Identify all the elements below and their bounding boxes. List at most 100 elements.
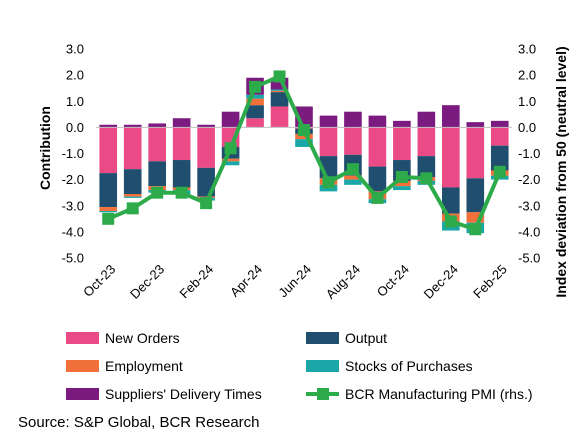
bar-new-orders-nov-24	[417, 127, 436, 157]
bar-stocks-of-purchases-mar-24	[221, 161, 240, 166]
legend-swatch-output	[306, 332, 339, 344]
bar-output-sep-24	[368, 166, 387, 192]
legend: New Orders Output Employment Stocks of Purc…	[66, 330, 533, 402]
x-tick: Dec-23	[127, 262, 167, 302]
bar-output-jan-25	[466, 178, 485, 213]
bar-stocks-of-purchases-may-24	[270, 89, 289, 91]
bar-suppliers-delivery-times-dec-23	[148, 123, 166, 128]
y-tick-left: -1.0	[62, 146, 84, 161]
bar-suppliers-delivery-times-sep-24	[368, 115, 387, 128]
source-note: Source: S&P Global, BCR Research	[18, 414, 260, 431]
bar-new-orders-feb-24	[197, 127, 215, 168]
bar-suppliers-delivery-times-oct-24	[393, 120, 411, 128]
pmi-marker-nov-23	[126, 202, 139, 215]
bar-employment-aug-24	[344, 175, 362, 180]
x-tick: Jun-24	[275, 262, 314, 301]
y-axis-title: Contribution	[37, 106, 53, 190]
pmi-marker-apr-24	[249, 80, 262, 93]
y-tick-right: 0.0	[518, 120, 536, 135]
legend-label-employment: Employment	[105, 358, 183, 374]
y-tick-right: 1.0	[518, 94, 536, 109]
bars-layer	[99, 77, 509, 234]
pmi-marker-sep-24	[371, 191, 384, 204]
bar-new-orders-jan-25	[466, 127, 485, 179]
bar-suppliers-delivery-times-mar-24	[221, 111, 240, 128]
y-tick-right: -3.0	[518, 198, 540, 213]
bar-new-orders-feb-25	[490, 127, 509, 146]
x-axis: Oct-23 Dec-23 Feb-24 Apr-24 Jun-24 Aug-24 Oct-…	[80, 262, 510, 302]
bar-output-oct-23	[99, 173, 118, 208]
y-tick-right: -5.0	[518, 251, 540, 266]
y-tick-right: 3.0	[518, 42, 536, 57]
pmi-line-layer	[102, 70, 506, 236]
bar-new-orders-may-24	[270, 106, 289, 128]
pmi-marker-dec-23	[151, 186, 164, 199]
bar-employment-nov-23	[123, 193, 142, 197]
legend-label-new-orders: New Orders	[105, 330, 180, 346]
pmi-marker-aug-24	[346, 163, 359, 176]
x-tick: Oct-24	[374, 262, 412, 300]
pmi-marker-jun-24	[298, 123, 310, 136]
bar-new-orders-dec-24	[442, 127, 460, 188]
bar-stocks-of-purchases-oct-23	[99, 210, 118, 213]
pmi-marker-jan-24	[175, 186, 188, 199]
pmi-marker-jan-25	[469, 223, 482, 236]
y-tick-left: -2.0	[62, 172, 84, 187]
y-tick-left: 0.0	[66, 120, 84, 135]
x-tick: Dec-24	[421, 262, 461, 302]
pmi-marker-feb-25	[493, 165, 506, 178]
bar-stocks-of-purchases-nov-23	[123, 196, 142, 198]
bar-new-orders-nov-23	[123, 127, 142, 170]
y-tick-left: 3.0	[66, 42, 84, 57]
bar-new-orders-aug-24	[344, 127, 362, 155]
bar-output-nov-24	[417, 156, 436, 178]
bar-new-orders-jul-24	[319, 127, 338, 157]
bar-new-orders-oct-23	[99, 127, 118, 174]
bar-employment-jun-24	[295, 133, 313, 140]
legend-label-bcr-manufacturing-pmi-rhs: BCR Manufacturing PMI (rhs.)	[345, 386, 533, 402]
y-tick-left: -4.0	[62, 224, 84, 239]
bar-output-dec-23	[148, 161, 166, 187]
bar-suppliers-delivery-times-dec-24	[442, 105, 460, 128]
pmi-marker-oct-23	[102, 212, 115, 225]
bar-suppliers-delivery-times-jul-24	[319, 115, 338, 128]
y-tick-right: -2.0	[518, 172, 540, 187]
y-tick-right: -4.0	[518, 224, 540, 239]
x-tick: Apr-24	[227, 262, 265, 300]
y-tick-left: -3.0	[62, 198, 84, 213]
bar-employment-oct-23	[99, 207, 118, 211]
y-tick-left: -5.0	[62, 251, 84, 266]
bar-new-orders-apr-24	[246, 118, 264, 128]
legend-swatch-new-orders	[66, 332, 99, 344]
pmi-marker-oct-24	[395, 171, 408, 184]
pmi-marker-mar-24	[224, 142, 237, 155]
bar-employment-apr-24	[246, 98, 264, 106]
pmi-marker-feb-24	[200, 197, 213, 210]
bar-stocks-of-purchases-oct-24	[393, 186, 411, 191]
x-tick: Oct-23	[80, 262, 118, 300]
bar-suppliers-delivery-times-may-24	[270, 77, 289, 90]
bar-output-jan-24	[172, 160, 191, 188]
bar-suppliers-delivery-times-nov-24	[417, 111, 436, 128]
bar-suppliers-delivery-times-aug-24	[344, 111, 362, 128]
y2-axis-title: Index deviation from 50 (neutral level)	[553, 46, 569, 297]
y-axis-right: 3.0 2.0 1.0 0.0 -1.0 -2.0 -3.0 -4.0 -5.0	[518, 42, 540, 266]
pmi-marker-dec-24	[444, 215, 457, 228]
bar-stocks-of-purchases-apr-24	[246, 94, 264, 99]
bar-new-orders-jan-24	[172, 127, 191, 161]
y-axis-left: 3.0 2.0 1.0 0.0 -1.0 -2.0 -3.0 -4.0 -5.0	[62, 42, 84, 266]
bar-new-orders-sep-24	[368, 127, 387, 167]
bar-output-dec-24	[442, 187, 460, 214]
y-tick-left: 2.0	[66, 68, 84, 83]
y-tick-right: 2.0	[518, 68, 536, 83]
bar-suppliers-delivery-times-jan-25	[466, 122, 485, 128]
bar-output-nov-23	[123, 169, 142, 194]
bar-suppliers-delivery-times-feb-24	[197, 124, 215, 128]
bar-employment-jan-25	[466, 212, 485, 223]
bar-stocks-of-purchases-jun-24	[295, 139, 313, 147]
legend-label-stocks-of-purchases: Stocks of Purchases	[345, 358, 473, 374]
bar-new-orders-dec-23	[148, 127, 166, 162]
pmi-line	[107, 74, 502, 232]
x-tick: Feb-25	[470, 262, 510, 302]
